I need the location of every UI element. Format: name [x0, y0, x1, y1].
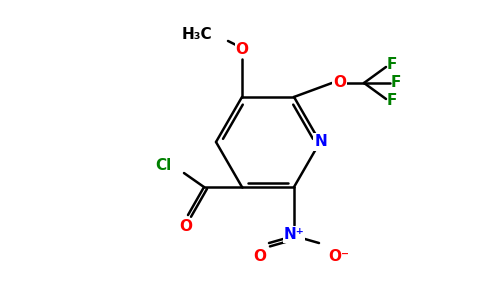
Text: O: O	[254, 249, 267, 264]
Text: F: F	[391, 76, 401, 91]
Text: F: F	[387, 58, 397, 73]
Text: N: N	[315, 134, 327, 149]
Text: O: O	[180, 219, 193, 234]
Text: N⁺: N⁺	[284, 227, 304, 242]
Text: F: F	[387, 94, 397, 109]
Text: Cl: Cl	[156, 158, 172, 172]
Text: H₃C: H₃C	[182, 28, 212, 43]
Text: O: O	[333, 76, 346, 91]
Text: O: O	[236, 42, 248, 57]
Text: O⁻: O⁻	[328, 249, 349, 264]
